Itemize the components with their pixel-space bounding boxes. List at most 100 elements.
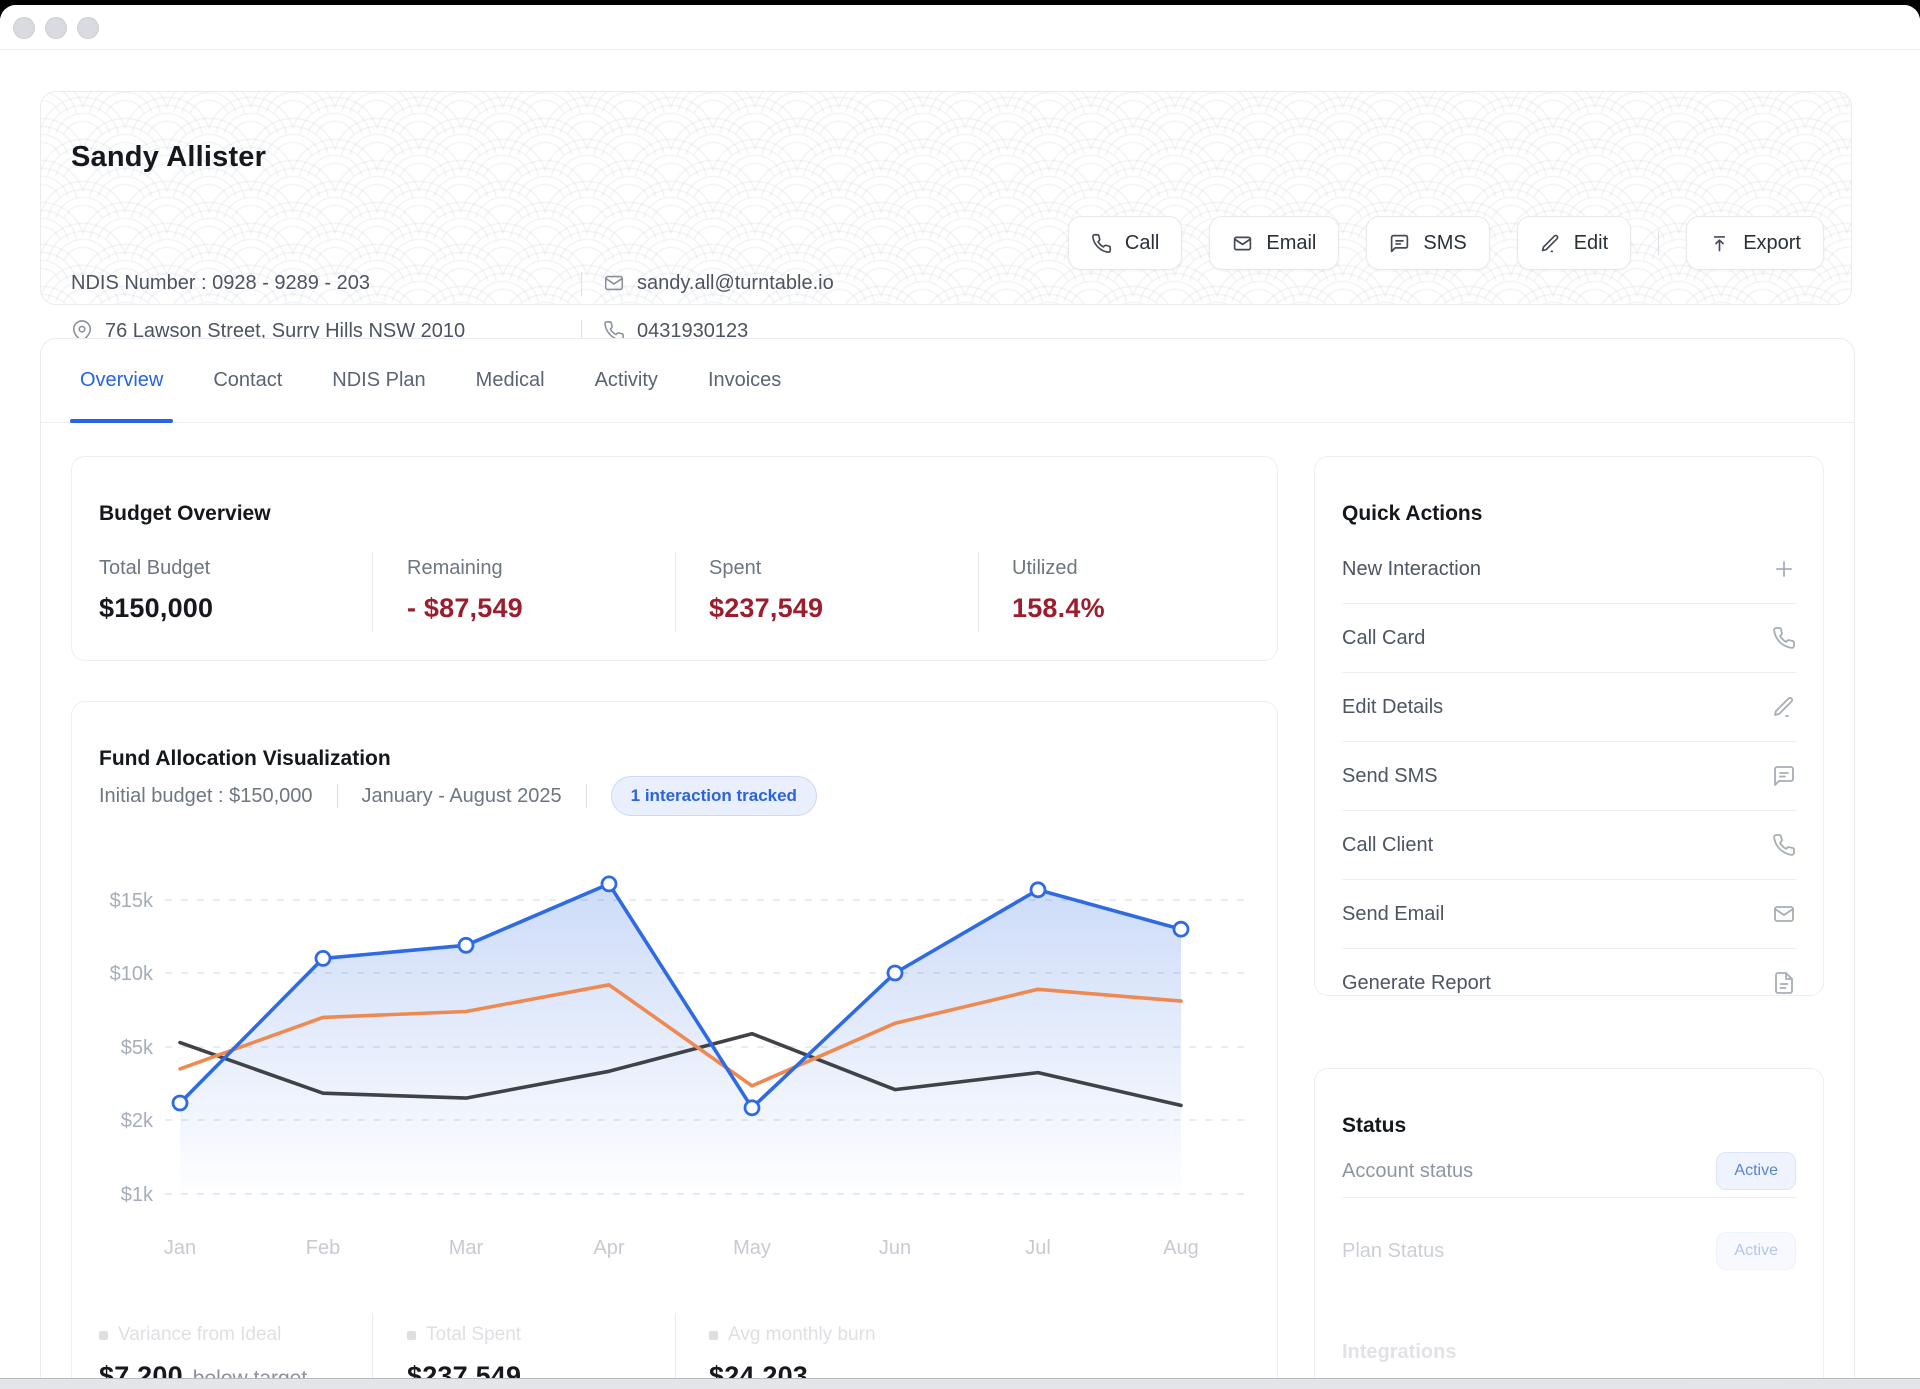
ndis-number: NDIS Number : 0928 - 9289 - 203	[71, 271, 371, 294]
tab-overview[interactable]: Overview	[69, 339, 174, 423]
stat-label: Remaining	[407, 557, 503, 579]
status-card: Status Account status Active Plan Status…	[1314, 1068, 1824, 1378]
mail-icon	[603, 272, 625, 294]
tab-activity[interactable]: Activity	[594, 369, 658, 391]
legend-item: Total Spent	[407, 1324, 521, 1346]
chat-icon	[1389, 233, 1410, 254]
phone-row: 0431930123	[603, 318, 748, 344]
main-card: Overview Contact NDIS Plan Medical Activ…	[40, 338, 1855, 1378]
divider	[675, 1314, 676, 1378]
stat-label: Total Budget	[99, 557, 211, 579]
initial-budget: Initial budget : $150,000	[99, 784, 313, 807]
chat-icon	[1772, 764, 1796, 788]
fund-chart: $15k $10k $5k $2k $1k Jan Feb Mar Apr May Jun Jul Au…	[110, 875, 1247, 1259]
budget-title: Budget Overview	[99, 502, 271, 526]
quick-action-new-interaction[interactable]: New Interaction	[1342, 535, 1796, 604]
divider	[372, 1314, 373, 1378]
legend-item: Avg monthly burn	[709, 1324, 876, 1346]
divider	[585, 784, 587, 808]
stat-value: 158.4%	[1012, 593, 1105, 623]
mail-icon	[1232, 233, 1253, 254]
quick-action-label: New Interaction	[1342, 557, 1481, 580]
svg-text:$5k: $5k	[121, 1037, 154, 1059]
client-phone[interactable]: 0431930123	[637, 319, 749, 342]
quick-action-send-email[interactable]: Send Email	[1342, 880, 1796, 949]
header-actions: Call Email SMS	[1067, 216, 1824, 270]
contact-row-1: NDIS Number : 0928 - 9289 - 203	[71, 270, 370, 296]
export-button-label: Export	[1743, 231, 1801, 254]
svg-text:Feb: Feb	[306, 1237, 340, 1259]
svg-text:Jun: Jun	[879, 1237, 911, 1259]
pen-icon	[1772, 695, 1796, 719]
close-window-icon[interactable]	[13, 17, 35, 39]
budget-stat-spent: Spent $237,549	[709, 557, 823, 624]
quick-action-label: Send SMS	[1342, 764, 1438, 787]
interaction-badge: 1 interaction tracked	[610, 776, 817, 816]
quick-action-generate-report[interactable]: Generate Report	[1342, 949, 1796, 1017]
quick-action-call-card[interactable]: Call Card	[1342, 604, 1796, 673]
phone-icon	[1772, 833, 1796, 857]
pen-icon	[1540, 233, 1561, 254]
call-button-label: Call	[1124, 231, 1160, 254]
svg-text:May: May	[733, 1237, 771, 1259]
call-button[interactable]: Call	[1067, 216, 1183, 270]
divider	[336, 784, 338, 808]
file-icon	[1772, 971, 1796, 995]
email-button[interactable]: Email	[1209, 216, 1340, 270]
status-row-account: Account status Active	[1342, 1141, 1796, 1201]
sms-button-label: SMS	[1423, 231, 1467, 254]
svg-text:Jan: Jan	[164, 1237, 196, 1259]
minimize-window-icon[interactable]	[45, 17, 67, 39]
client-address: 76 Lawson Street, Surry Hills NSW 2010	[105, 319, 466, 342]
address-row: 76 Lawson Street, Surry Hills NSW 2010	[71, 318, 465, 344]
phone-icon	[1772, 626, 1796, 650]
tab-medical[interactable]: Medical	[475, 369, 545, 391]
status-label: Plan Status	[1342, 1239, 1445, 1262]
stat-value: - $87,549	[407, 593, 523, 623]
client-header-card: Sandy Allister NDIS Number : 0928 - 9289…	[40, 91, 1852, 344]
divider	[581, 320, 582, 344]
status-row-plan: Plan Status Active	[1342, 1221, 1796, 1281]
email-button-label: Email	[1266, 231, 1317, 254]
quick-action-call-client[interactable]: Call Client	[1342, 811, 1796, 880]
integrations-title: Integrations	[1342, 1341, 1457, 1363]
budget-stat-utilized: Utilized 158.4%	[1012, 557, 1105, 624]
status-title: Status	[1342, 1114, 1407, 1138]
quick-action-label: Edit Details	[1342, 695, 1444, 718]
email-row: sandy.all@turntable.io	[603, 270, 834, 296]
status-row-stripe: Stripe Not synced	[1342, 1367, 1796, 1378]
fund-stat-avg-burn: Avg monthly burn $24,203	[709, 1324, 876, 1378]
quick-action-label: Send Email	[1342, 902, 1445, 925]
client-email[interactable]: sandy.all@turntable.io	[637, 271, 834, 294]
export-button[interactable]: Export	[1686, 216, 1824, 270]
tab-ndis-plan[interactable]: NDIS Plan	[332, 369, 426, 391]
divider	[372, 552, 373, 632]
svg-text:Jul: Jul	[1025, 1237, 1051, 1259]
edit-button-label: Edit	[1573, 231, 1609, 254]
legend-label: Total Spent	[426, 1324, 522, 1345]
svg-text:$2k: $2k	[121, 1110, 154, 1132]
divider	[675, 552, 676, 632]
stat-label: Utilized	[1012, 557, 1078, 579]
legend-swatch-icon	[407, 1330, 416, 1340]
fund-stat-total-spent: Total Spent $237,549	[407, 1324, 521, 1378]
tab-bar: Overview Contact NDIS Plan Medical Activ…	[41, 339, 1854, 423]
tab-invoices[interactable]: Invoices	[707, 369, 782, 391]
legend-swatch-icon	[709, 1330, 718, 1340]
budget-overview-card: Budget Overview Total Budget $150,000 Re…	[71, 456, 1278, 661]
svg-text:$1k: $1k	[121, 1184, 154, 1206]
svg-text:$15k: $15k	[110, 890, 154, 912]
sms-button[interactable]: SMS	[1366, 216, 1490, 270]
legend-label: Avg monthly burn	[728, 1324, 876, 1345]
tab-contact[interactable]: Contact	[213, 369, 283, 391]
zoom-window-icon[interactable]	[77, 17, 99, 39]
client-name: Sandy Allister	[71, 141, 267, 174]
app-window: Sandy Allister NDIS Number : 0928 - 9289…	[0, 5, 1920, 1378]
edit-button[interactable]: Edit	[1516, 216, 1632, 270]
quick-action-edit-details[interactable]: Edit Details	[1342, 673, 1796, 742]
fund-subtitle-row: Initial budget : $150,000 January - Augu…	[99, 776, 817, 816]
quick-action-send-sms[interactable]: Send SMS	[1342, 742, 1796, 811]
budget-stat-remaining: Remaining - $87,549	[407, 557, 523, 624]
mail-icon	[1772, 902, 1796, 926]
